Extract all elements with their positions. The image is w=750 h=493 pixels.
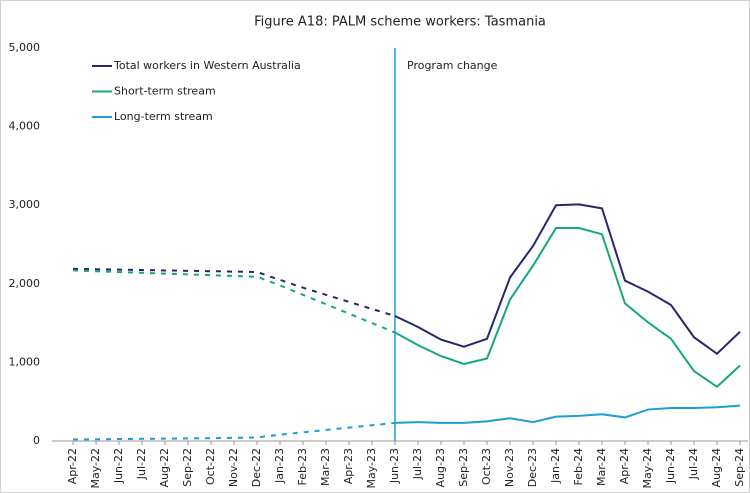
x-tick-label: Mar-23 [319,448,332,486]
x-tick-label: Mar-24 [595,448,608,486]
x-tick-label: Feb-24 [572,448,585,485]
chart-title: Figure A18: PALM scheme workers: Tasmani… [254,15,546,30]
legend-label: Short-term stream [114,85,216,98]
y-tick-label: 3,000 [9,198,41,211]
x-tick-label: Jul-23 [411,448,424,480]
x-tick-label: Sep-23 [457,448,470,487]
y-tick-label: 2,000 [9,277,41,290]
x-tick-label: Apr-23 [342,448,355,484]
x-tick-label: Jun-22 [112,448,125,484]
x-tick-label: Jun-24 [664,448,677,484]
x-tick-label: Apr-24 [618,448,631,484]
x-tick-label: Jul-22 [135,448,148,480]
x-tick-label: Aug-23 [434,448,447,487]
x-tick-label: Dec-23 [526,448,539,487]
series-line [394,203,741,356]
x-tick-label: May-24 [641,448,654,489]
series-line [394,404,741,424]
x-tick-label: Oct-22 [204,448,217,485]
legend-label: Long-term stream [114,110,213,123]
x-tick-label: Jul-24 [687,448,700,480]
series-line [72,421,396,441]
x-tick-label: Nov-23 [503,448,516,487]
y-tick-label: 0 [33,434,40,447]
x-tick-label: Jan-23 [273,448,286,484]
y-tick-label: 5,000 [9,41,41,54]
x-tick-label: May-22 [89,448,102,489]
x-tick-label: Feb-23 [296,448,309,485]
x-tick-label: Aug-24 [710,448,723,487]
x-tick-label: Oct-23 [480,448,493,485]
y-tick-label: 1,000 [9,355,41,368]
x-tick-label: Sep-22 [181,448,194,487]
annotation-label: Program change [407,59,498,72]
x-tick-label: Nov-22 [227,448,240,487]
x-tick-label: May-23 [365,448,378,489]
legend-label: Total workers in Western Australia [113,59,301,72]
x-tick-label: Aug-22 [158,448,171,487]
x-tick-label: Jun-23 [388,448,401,484]
series-line [394,226,741,389]
x-tick-label: Jan-24 [549,448,562,484]
x-tick-label: Sep-24 [733,448,746,487]
x-tick-label: Apr-22 [66,448,79,484]
x-tick-label: Dec-22 [250,448,263,487]
y-tick-label: 4,000 [9,120,41,133]
